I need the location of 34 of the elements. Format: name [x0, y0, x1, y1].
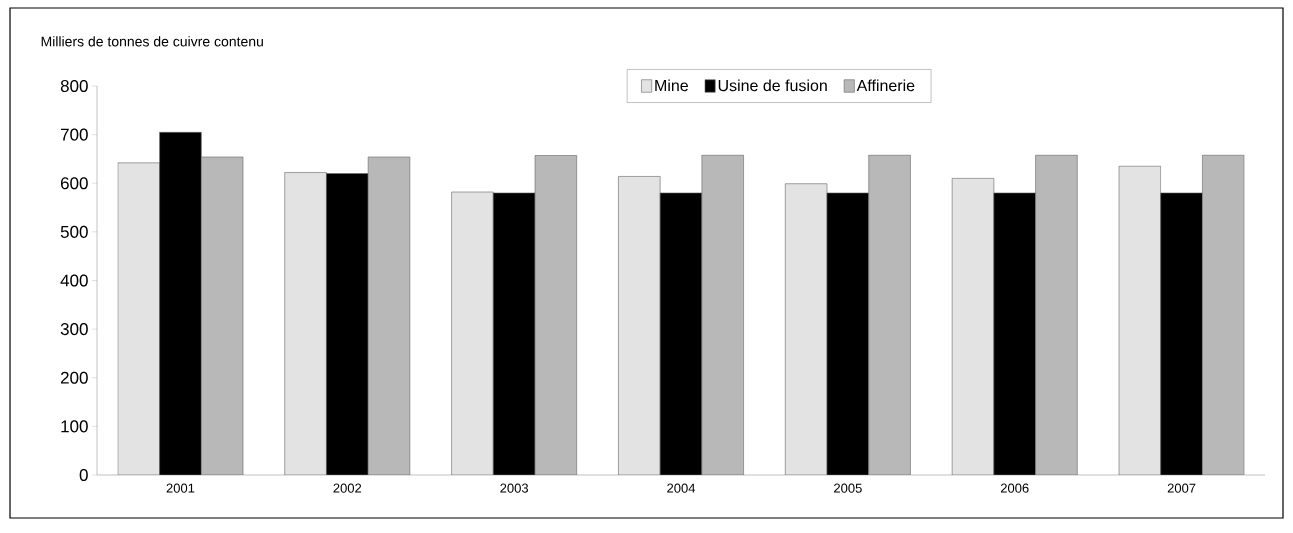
y-tick-label: 200 — [60, 371, 88, 384]
y-tick-label: 500 — [60, 225, 88, 238]
bar — [618, 176, 661, 475]
bar — [493, 192, 536, 475]
bar — [827, 192, 869, 475]
bar — [1118, 165, 1162, 475]
x-tick-label: 2002 — [333, 483, 362, 493]
y-tick-label: 800 — [60, 79, 88, 93]
x-tick-label: 2004 — [667, 483, 696, 493]
legend-label: Usine de fusion — [718, 79, 827, 92]
x-tick-label: 2001 — [166, 483, 195, 493]
x-tick-label: 2003 — [500, 483, 529, 493]
bar — [993, 192, 1036, 475]
bar — [785, 183, 828, 475]
legend-label: Affinerie — [856, 79, 915, 92]
y-tick-label: 0 — [79, 468, 88, 482]
bar — [451, 192, 494, 475]
bar — [660, 192, 702, 475]
x-tick-label: 2007 — [1167, 483, 1196, 493]
y-tick-label: 600 — [60, 177, 88, 190]
bar — [1160, 192, 1203, 475]
y-tick-label: 400 — [60, 274, 88, 287]
y-tick-label: 700 — [61, 128, 88, 141]
chart-title: Milliers de tonnes de cuivre contenu — [41, 36, 263, 47]
bar — [159, 132, 202, 475]
legend-label: Mine — [655, 79, 688, 92]
bar — [952, 178, 994, 475]
bar — [284, 172, 327, 475]
x-tick-label: 2006 — [1000, 483, 1029, 493]
bar — [326, 173, 369, 475]
y-tick-label: 100 — [61, 420, 88, 433]
y-tick-label: 300 — [60, 323, 88, 336]
bar — [117, 162, 160, 475]
x-tick-label: 2005 — [834, 483, 862, 493]
